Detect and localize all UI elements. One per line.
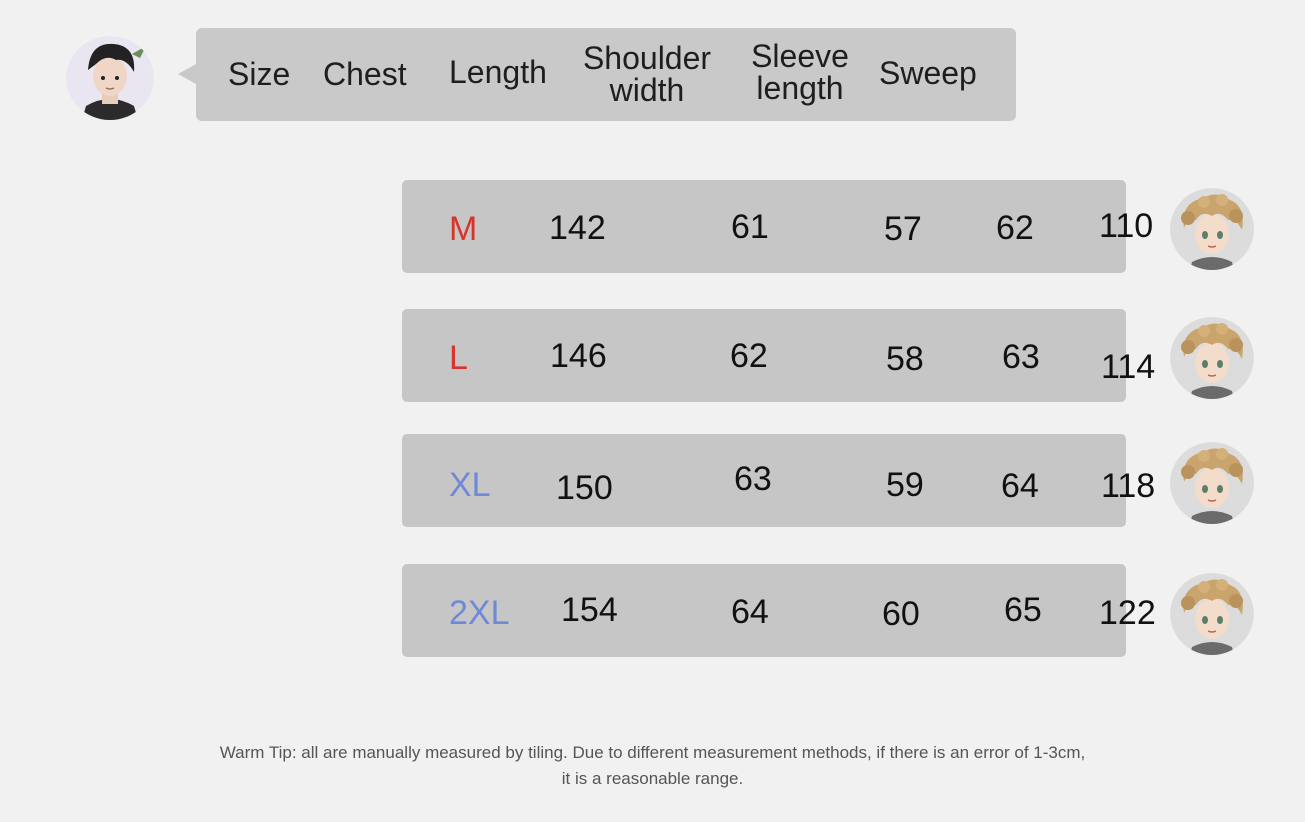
sleeve-value: 65	[1004, 591, 1042, 629]
curly-haired-boy-avatar-icon	[1170, 188, 1254, 270]
sweep-value: 114	[1101, 348, 1156, 386]
header-sleeve-line2: length	[756, 70, 844, 106]
size-label: M	[449, 210, 478, 248]
curly-haired-boy-avatar-icon	[1170, 442, 1254, 524]
chest-value: 142	[549, 209, 606, 247]
shoulder-value: 58	[886, 340, 924, 378]
header-sweep: Sweep	[879, 55, 977, 91]
header-size: Size	[228, 56, 291, 92]
header-shoulder-width: Shoulder width	[577, 42, 717, 106]
sleeve-value: 62	[996, 209, 1034, 247]
warm-tip-line2: it is a reasonable range.	[561, 769, 744, 788]
size-label: 2XL	[449, 594, 510, 632]
length-value: 62	[730, 337, 768, 375]
size-label: XL	[449, 466, 491, 504]
curly-haired-boy-avatar-icon	[1170, 573, 1254, 655]
warm-tip-line1: Warm Tip: all are manually measured by t…	[219, 743, 1086, 762]
sweep-value: 118	[1101, 467, 1156, 505]
header-bubble-tail	[178, 64, 196, 84]
sweep-value: 122	[1099, 594, 1156, 632]
header-sleeve-line1: Sleeve	[751, 38, 849, 74]
header-shoulder-line1: Shoulder	[582, 40, 712, 76]
chest-value: 150	[556, 469, 613, 507]
dark-haired-boy-avatar-icon	[66, 36, 154, 120]
sweep-value: 110	[1099, 207, 1154, 245]
header-bar	[196, 28, 1016, 121]
header-length: Length	[449, 54, 547, 90]
header-shoulder-line2: width	[609, 72, 685, 108]
size-row-2xl	[402, 564, 1126, 657]
curly-haired-boy-avatar-icon	[1170, 317, 1254, 399]
shoulder-value: 60	[882, 595, 920, 633]
length-value: 61	[731, 208, 769, 246]
shoulder-value: 57	[884, 210, 922, 248]
size-label: L	[449, 339, 468, 377]
header-chest: Chest	[323, 56, 407, 92]
length-value: 64	[731, 593, 769, 631]
warm-tip: Warm Tip: all are manually measured by t…	[0, 740, 1305, 792]
header-sleeve-length: Sleeve length	[744, 40, 856, 104]
size-row-l	[402, 309, 1126, 402]
chest-value: 154	[561, 591, 618, 629]
sleeve-value: 64	[1001, 467, 1039, 505]
size-row-xl	[402, 434, 1126, 527]
sleeve-value: 63	[1002, 338, 1040, 376]
shoulder-value: 59	[886, 466, 924, 504]
length-value: 63	[734, 460, 772, 498]
chest-value: 146	[550, 337, 607, 375]
size-row-m	[402, 180, 1126, 273]
